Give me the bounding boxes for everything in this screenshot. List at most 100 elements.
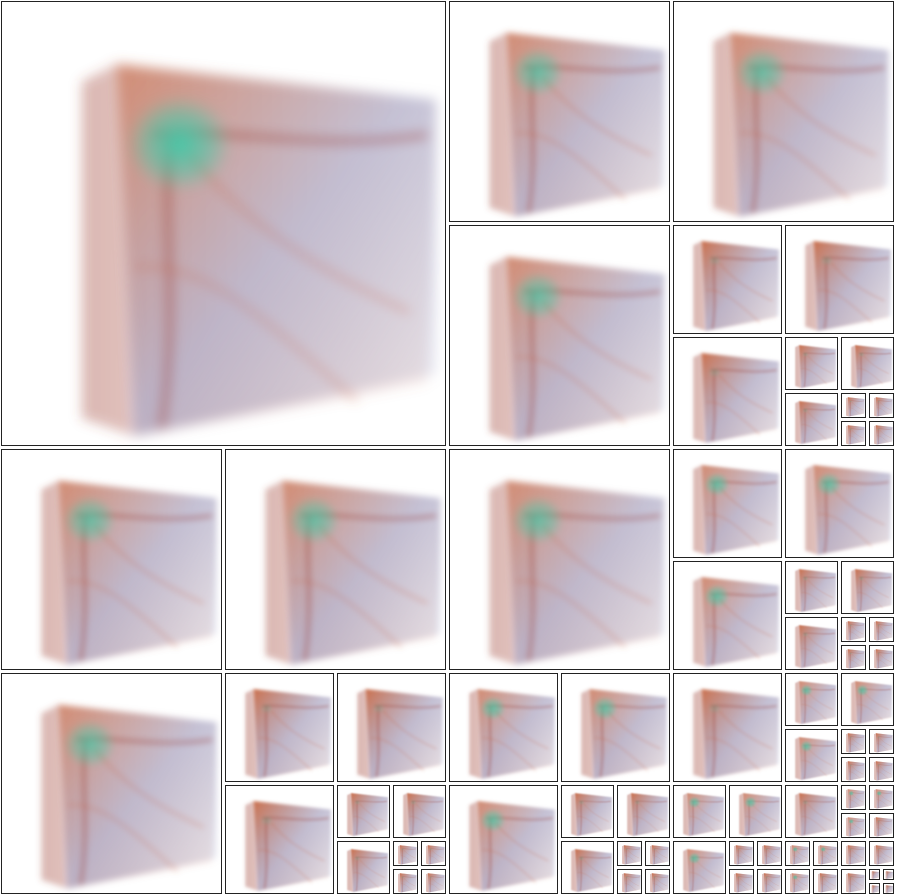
volume-render-image bbox=[795, 401, 836, 444]
render-thumbnail[interactable] bbox=[645, 869, 670, 894]
render-thumbnail[interactable] bbox=[869, 421, 894, 446]
render-thumbnail[interactable] bbox=[225, 785, 334, 894]
render-thumbnail[interactable] bbox=[841, 869, 866, 894]
render-thumbnail[interactable] bbox=[421, 869, 446, 894]
render-thumbnail[interactable] bbox=[883, 869, 894, 880]
render-thumbnail[interactable] bbox=[449, 225, 670, 446]
volume-render-image bbox=[347, 849, 388, 892]
render-thumbnail[interactable] bbox=[673, 1, 894, 222]
render-thumbnail[interactable] bbox=[561, 841, 614, 894]
render-thumbnail[interactable] bbox=[785, 393, 838, 446]
render-thumbnail[interactable] bbox=[841, 757, 866, 782]
render-thumbnail[interactable] bbox=[841, 645, 866, 670]
render-thumbnail[interactable] bbox=[841, 337, 894, 390]
volume-render-image bbox=[489, 32, 665, 217]
volume-render-image bbox=[403, 793, 444, 836]
render-thumbnail[interactable] bbox=[673, 225, 782, 334]
volume-render-image bbox=[627, 793, 668, 836]
render-thumbnail[interactable] bbox=[869, 757, 894, 782]
render-thumbnail[interactable] bbox=[785, 785, 838, 838]
render-thumbnail[interactable] bbox=[729, 785, 782, 838]
render-thumbnail[interactable] bbox=[617, 785, 670, 838]
render-thumbnail[interactable] bbox=[785, 449, 894, 558]
render-thumbnail[interactable] bbox=[421, 841, 446, 866]
render-thumbnail[interactable] bbox=[841, 841, 866, 866]
render-thumbnail[interactable] bbox=[645, 841, 670, 866]
render-thumbnail[interactable] bbox=[883, 883, 894, 894]
render-thumbnail[interactable] bbox=[841, 421, 866, 446]
render-thumbnail[interactable] bbox=[673, 561, 782, 670]
render-thumbnail[interactable] bbox=[673, 785, 726, 838]
render-thumbnail[interactable] bbox=[869, 813, 894, 838]
render-thumbnail[interactable] bbox=[225, 449, 446, 670]
render-thumbnail[interactable] bbox=[1, 449, 222, 670]
render-thumbnail[interactable] bbox=[869, 841, 894, 866]
render-thumbnail[interactable] bbox=[757, 869, 782, 894]
volume-render-image bbox=[874, 733, 893, 753]
volume-render-image bbox=[41, 704, 217, 889]
render-thumbnail[interactable] bbox=[561, 673, 670, 782]
render-thumbnail[interactable] bbox=[393, 869, 418, 894]
render-thumbnail[interactable] bbox=[869, 393, 894, 418]
render-thumbnail[interactable] bbox=[841, 785, 866, 810]
render-thumbnail[interactable] bbox=[785, 337, 838, 390]
render-thumbnail[interactable] bbox=[449, 673, 558, 782]
volume-render-image bbox=[846, 873, 865, 893]
volume-render-image bbox=[805, 464, 891, 555]
volume-render-image bbox=[41, 480, 217, 665]
volume-render-image bbox=[469, 800, 555, 891]
render-thumbnail[interactable] bbox=[337, 841, 390, 894]
render-thumbnail[interactable] bbox=[337, 785, 390, 838]
volume-render-image bbox=[885, 871, 893, 879]
render-thumbnail[interactable] bbox=[841, 813, 866, 838]
render-thumbnail[interactable] bbox=[813, 869, 838, 894]
render-thumbnail[interactable] bbox=[869, 785, 894, 810]
render-thumbnail[interactable] bbox=[673, 337, 782, 446]
render-thumbnail[interactable] bbox=[785, 869, 810, 894]
render-thumbnail[interactable] bbox=[785, 617, 838, 670]
render-thumbnail[interactable] bbox=[785, 225, 894, 334]
render-thumbnail[interactable] bbox=[449, 785, 558, 894]
render-thumbnail[interactable] bbox=[869, 617, 894, 642]
render-thumbnail[interactable] bbox=[841, 617, 866, 642]
render-thumbnail[interactable] bbox=[449, 449, 670, 670]
render-thumbnail[interactable] bbox=[869, 729, 894, 754]
render-thumbnail[interactable] bbox=[673, 841, 726, 894]
volume-render-image bbox=[818, 845, 837, 865]
volume-render-image bbox=[693, 688, 779, 779]
render-thumbnail[interactable] bbox=[785, 561, 838, 614]
volume-render-image bbox=[734, 845, 753, 865]
render-thumbnail[interactable] bbox=[841, 561, 894, 614]
render-thumbnail[interactable] bbox=[841, 673, 894, 726]
volume-render-image bbox=[846, 817, 865, 837]
render-thumbnail[interactable] bbox=[785, 841, 810, 866]
render-thumbnail[interactable] bbox=[785, 673, 838, 726]
render-thumbnail[interactable] bbox=[449, 1, 670, 222]
render-thumbnail[interactable] bbox=[393, 841, 418, 866]
volume-render-image bbox=[683, 849, 724, 892]
render-thumbnail[interactable] bbox=[729, 869, 754, 894]
render-thumbnail[interactable] bbox=[393, 785, 446, 838]
render-thumbnail[interactable] bbox=[813, 841, 838, 866]
render-thumbnail[interactable] bbox=[729, 841, 754, 866]
render-thumbnail[interactable] bbox=[673, 449, 782, 558]
render-thumbnail[interactable] bbox=[225, 673, 334, 782]
volume-render-image bbox=[357, 688, 443, 779]
render-thumbnail[interactable] bbox=[757, 841, 782, 866]
render-thumbnail[interactable] bbox=[869, 645, 894, 670]
volume-render-image bbox=[846, 397, 865, 417]
render-thumbnail[interactable] bbox=[1, 1, 446, 446]
render-thumbnail[interactable] bbox=[869, 883, 880, 894]
render-thumbnail[interactable] bbox=[841, 393, 866, 418]
volume-render-image bbox=[489, 480, 665, 665]
render-thumbnail[interactable] bbox=[617, 841, 642, 866]
render-thumbnail[interactable] bbox=[869, 869, 880, 880]
render-thumbnail[interactable] bbox=[673, 673, 782, 782]
render-thumbnail[interactable] bbox=[1, 673, 222, 894]
render-thumbnail[interactable] bbox=[561, 785, 614, 838]
render-thumbnail[interactable] bbox=[617, 869, 642, 894]
volume-render-image bbox=[874, 621, 893, 641]
render-thumbnail[interactable] bbox=[337, 673, 446, 782]
render-thumbnail[interactable] bbox=[841, 729, 866, 754]
render-thumbnail[interactable] bbox=[785, 729, 838, 782]
